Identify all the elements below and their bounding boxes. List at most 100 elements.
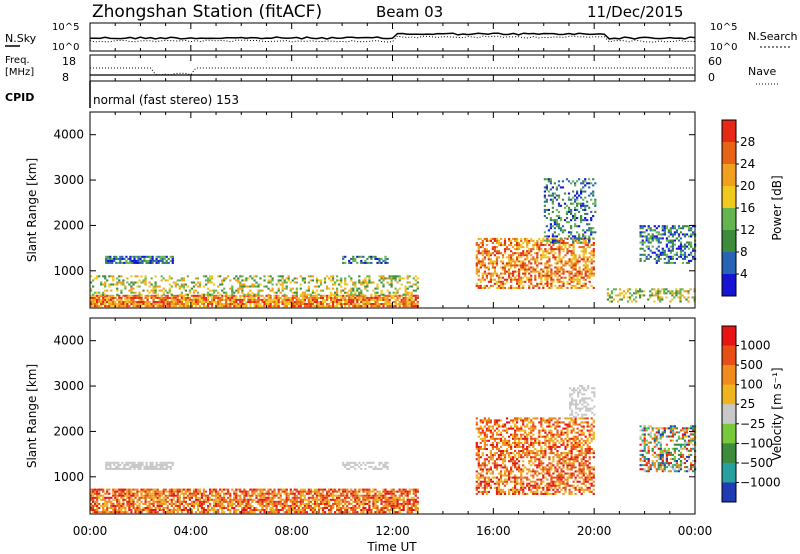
power-cell <box>285 303 288 306</box>
velocity-cell <box>105 461 108 464</box>
power-cell <box>520 256 523 259</box>
velocity-cell <box>279 509 282 512</box>
power-cell <box>477 237 480 240</box>
power-cell <box>160 303 163 306</box>
velocity-cell <box>162 492 165 495</box>
velocity-cell <box>358 500 361 503</box>
velocity-cell <box>402 509 405 512</box>
velocity-cell <box>176 490 179 493</box>
power-cell <box>311 279 314 282</box>
power-cell <box>376 285 379 288</box>
power-cell <box>692 231 695 234</box>
power-cell <box>378 294 381 297</box>
velocity-cell <box>140 488 143 491</box>
power-cell <box>410 296 413 299</box>
velocity-cell <box>396 498 399 501</box>
velocity-cell <box>380 492 383 495</box>
power-cell <box>510 286 513 289</box>
velocity-cell <box>269 498 272 501</box>
velocity-cell <box>219 488 222 491</box>
power-cell <box>142 279 145 282</box>
power-cell <box>344 305 347 308</box>
power-cell <box>334 301 337 304</box>
velocity-cell <box>487 482 490 485</box>
power-cell <box>227 298 230 301</box>
power-cell <box>356 296 359 299</box>
power-cell <box>665 261 668 264</box>
velocity-cell <box>149 461 152 464</box>
velocity-cell <box>376 509 379 512</box>
velocity-cell <box>412 488 415 491</box>
power-cell <box>176 303 179 306</box>
power-cell <box>522 272 525 275</box>
velocity-cell <box>408 502 411 505</box>
power-cell <box>580 241 583 244</box>
velocity-cell <box>311 490 314 493</box>
power-cell <box>639 253 642 256</box>
power-cell <box>499 282 503 285</box>
power-cell <box>243 279 246 282</box>
velocity-cell <box>348 502 351 505</box>
velocity-cell <box>188 509 191 512</box>
power-cell <box>263 303 266 306</box>
velocity-cell <box>134 502 137 505</box>
power-cell <box>309 294 312 297</box>
power-cell <box>402 296 405 299</box>
power-cell <box>546 268 549 271</box>
velocity-cell <box>495 448 499 451</box>
power-cell <box>545 188 548 191</box>
power-cell <box>229 298 232 301</box>
velocity-cell <box>233 507 236 510</box>
power-cell <box>556 270 559 273</box>
power-cell <box>275 283 278 286</box>
velocity-cell <box>110 502 113 505</box>
power-cell <box>243 285 246 288</box>
power-cell <box>592 274 595 277</box>
power-cell <box>665 288 668 291</box>
velocity-cell <box>360 509 363 512</box>
power-cell <box>671 290 674 293</box>
power-cell <box>132 291 135 294</box>
power-cell <box>303 303 306 306</box>
velocity-cell <box>108 492 111 495</box>
power-cell <box>520 268 523 271</box>
power-cell <box>549 217 552 220</box>
power-cell <box>200 301 204 304</box>
velocity-cell <box>249 511 252 514</box>
velocity-cell <box>279 494 282 497</box>
power-cell <box>394 294 397 297</box>
power-cell <box>277 287 280 290</box>
power-cell <box>151 255 154 258</box>
power-cell <box>202 301 206 304</box>
velocity-cell <box>360 463 363 466</box>
power-cell <box>168 303 171 306</box>
power-cell <box>512 270 515 273</box>
velocity-cell <box>295 496 298 499</box>
velocity-cell <box>342 490 345 493</box>
velocity-cell <box>92 496 95 499</box>
velocity-cell <box>370 511 373 514</box>
velocity-cell <box>277 496 280 499</box>
power-cell <box>574 264 577 267</box>
power-cell <box>681 233 685 236</box>
power-cell <box>386 298 389 301</box>
velocity-cell <box>303 511 306 514</box>
power-cell <box>293 296 296 299</box>
velocity-cell <box>285 494 288 497</box>
power-cell <box>245 279 248 282</box>
velocity-cell <box>376 496 379 499</box>
power-cell <box>503 282 507 285</box>
power-cell <box>487 252 490 255</box>
velocity-cell <box>487 429 490 432</box>
velocity-cell <box>263 492 266 495</box>
velocity-cell <box>489 456 492 459</box>
velocity-cell <box>340 500 343 503</box>
velocity-cell <box>134 488 137 491</box>
velocity-cell <box>366 488 369 491</box>
velocity-cell <box>160 494 163 497</box>
power-cell <box>263 298 266 301</box>
velocity-cell <box>152 498 155 501</box>
power-cell <box>368 275 371 278</box>
power-cell <box>526 239 529 242</box>
velocity-cell <box>148 494 151 497</box>
